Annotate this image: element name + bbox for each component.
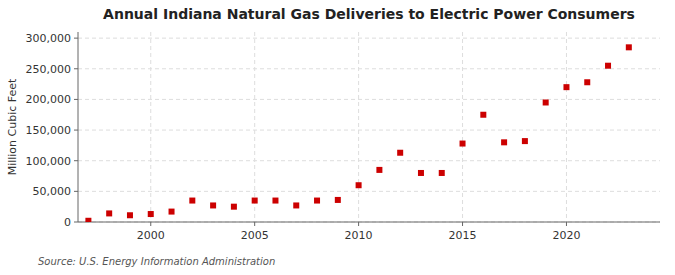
- grid-line: [358, 32, 359, 222]
- tick-label: 50,000: [33, 185, 72, 198]
- point: [418, 170, 424, 176]
- chart: Annual Indiana Natural Gas Deliveries to…: [0, 0, 675, 275]
- tick-label: 2005: [241, 229, 269, 242]
- axis-label: Million Cubic Feet: [6, 78, 19, 175]
- grid-line: [566, 32, 567, 222]
- grid-line: [78, 130, 660, 131]
- point: [460, 141, 466, 147]
- grid-line: [462, 32, 463, 222]
- point: [314, 198, 320, 204]
- point: [148, 211, 154, 217]
- point: [252, 198, 258, 204]
- x-axis-line: [78, 222, 660, 223]
- tick-label: 2020: [552, 229, 580, 242]
- point: [127, 212, 133, 218]
- grid-line: [150, 32, 151, 222]
- annotation: Source: U.S. Energy Information Administ…: [38, 256, 275, 267]
- tick-label: 2000: [137, 229, 165, 242]
- tick: [74, 191, 78, 192]
- tick: [566, 222, 567, 226]
- point: [563, 84, 569, 90]
- tick-label: 2015: [449, 229, 477, 242]
- point: [605, 63, 611, 69]
- point: [106, 210, 112, 216]
- tick: [74, 99, 78, 100]
- tick: [358, 222, 359, 226]
- point: [397, 150, 403, 156]
- tick: [150, 222, 151, 226]
- point: [335, 197, 341, 203]
- point: [584, 79, 590, 85]
- point: [376, 167, 382, 173]
- grid-line: [78, 38, 660, 39]
- point: [293, 202, 299, 208]
- tick-label: 250,000: [26, 63, 72, 76]
- grid-line: [78, 99, 660, 100]
- grid-line: [78, 160, 660, 161]
- tick-label: 2010: [345, 229, 373, 242]
- grid-line: [254, 32, 255, 222]
- point: [231, 204, 237, 210]
- point: [501, 139, 507, 145]
- point: [272, 198, 278, 204]
- point: [189, 198, 195, 204]
- tick-label: 100,000: [26, 155, 72, 168]
- point: [522, 138, 528, 144]
- point: [210, 202, 216, 208]
- point: [356, 182, 362, 188]
- axes: 0 50,000 100,000 150,000 200,000 250,000 300,0…: [26, 32, 661, 242]
- tick: [74, 130, 78, 131]
- point: [85, 218, 91, 222]
- grid: [78, 32, 660, 222]
- tick: [462, 222, 463, 226]
- point: [439, 170, 445, 176]
- tick-label: 200,000: [26, 93, 72, 106]
- point: [169, 209, 175, 215]
- tick-label: 0: [64, 216, 71, 229]
- points: [85, 44, 631, 222]
- tick: [74, 160, 78, 161]
- tick: [74, 38, 78, 39]
- tick-label: 300,000: [26, 32, 72, 45]
- title: Annual Indiana Natural Gas Deliveries to…: [103, 6, 635, 22]
- tick-label: 150,000: [26, 124, 72, 137]
- grid-line: [78, 68, 660, 69]
- y-axis-line: [78, 32, 79, 222]
- grid-line: [78, 191, 660, 192]
- point: [626, 44, 632, 50]
- tick: [74, 222, 78, 223]
- point: [480, 112, 486, 118]
- point: [543, 99, 549, 105]
- tick: [74, 68, 78, 69]
- tick: [254, 222, 255, 226]
- grid-line: [78, 222, 660, 223]
